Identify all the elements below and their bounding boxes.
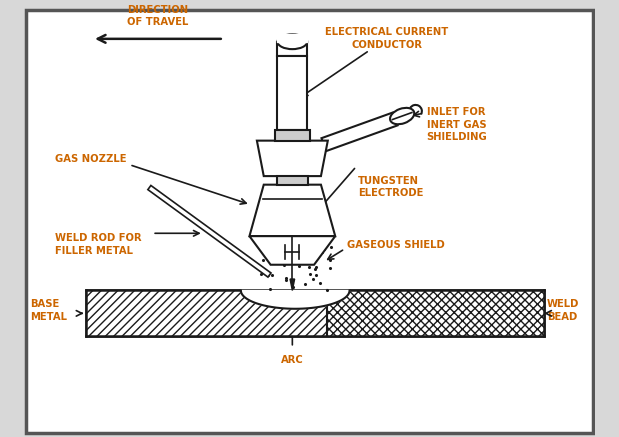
Point (262, 250, 272, 257)
Point (256, 271, 266, 277)
Text: BASE
METAL: BASE METAL (30, 299, 67, 322)
Bar (277, 42, 307, 56)
Point (267, 257, 277, 264)
Point (326, 243, 335, 250)
Point (286, 242, 296, 249)
Point (314, 251, 324, 258)
Ellipse shape (277, 34, 307, 49)
Text: ARC: ARC (281, 355, 304, 365)
Point (325, 256, 335, 263)
Point (322, 287, 332, 294)
Point (300, 281, 310, 288)
Point (311, 263, 321, 270)
Point (294, 262, 304, 269)
Text: DIRECTION
OF TRAVEL: DIRECTION OF TRAVEL (128, 5, 189, 28)
Point (325, 265, 335, 272)
Text: INLET FOR
INERT GAS
SHIELDING: INLET FOR INERT GAS SHIELDING (426, 108, 488, 142)
Point (279, 261, 289, 268)
Point (304, 263, 314, 270)
Polygon shape (290, 279, 295, 291)
Point (267, 272, 277, 279)
Text: WELD ROD FOR
FILLER METAL: WELD ROD FOR FILLER METAL (55, 233, 142, 256)
Ellipse shape (390, 108, 414, 124)
Point (288, 257, 298, 264)
Bar (87, 291, 327, 336)
Bar (275, 130, 310, 141)
Point (319, 246, 329, 253)
Point (277, 241, 287, 248)
Bar (277, 176, 308, 185)
Point (264, 285, 274, 292)
Point (287, 279, 297, 286)
Text: GAS NOZZLE: GAS NOZZLE (55, 154, 126, 164)
Point (314, 279, 324, 286)
Point (286, 249, 296, 256)
Text: ELECTRICAL CURRENT
CONDUCTOR: ELECTRICAL CURRENT CONDUCTOR (325, 28, 448, 50)
Text: WELD
BEAD: WELD BEAD (547, 299, 579, 322)
Point (311, 271, 321, 278)
Point (258, 256, 268, 263)
Polygon shape (241, 291, 350, 309)
Text: TUNGSTEN
ELECTRODE: TUNGSTEN ELECTRODE (358, 176, 423, 198)
Point (317, 249, 327, 256)
Point (280, 276, 290, 283)
Polygon shape (257, 141, 328, 176)
Bar (277, 56, 307, 130)
Point (262, 271, 272, 278)
Point (270, 257, 280, 264)
FancyBboxPatch shape (27, 10, 592, 434)
Point (305, 270, 315, 277)
Point (310, 266, 319, 273)
Bar (327, 291, 544, 336)
Point (311, 253, 321, 260)
Point (301, 244, 311, 251)
Point (288, 284, 298, 291)
Polygon shape (148, 185, 271, 277)
Polygon shape (277, 34, 307, 42)
Polygon shape (321, 112, 397, 151)
Point (288, 251, 298, 258)
Point (260, 242, 270, 249)
Text: GASEOUS SHIELD: GASEOUS SHIELD (347, 240, 444, 250)
Point (303, 244, 313, 251)
Point (270, 245, 280, 252)
Point (308, 275, 318, 282)
Polygon shape (249, 185, 335, 236)
Bar (87, 291, 544, 336)
Polygon shape (249, 236, 335, 265)
Point (310, 251, 319, 258)
Point (280, 274, 290, 281)
